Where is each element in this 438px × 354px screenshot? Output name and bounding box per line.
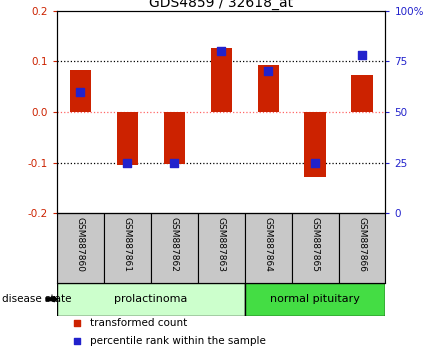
Point: [124, 160, 131, 165]
Text: percentile rank within the sample: percentile rank within the sample: [90, 336, 266, 346]
Bar: [245, 213, 292, 283]
Point: [358, 52, 365, 58]
Point: [171, 160, 178, 165]
Bar: [258, 65, 279, 112]
Text: GSM887866: GSM887866: [357, 217, 367, 272]
Bar: [245, 283, 385, 316]
Bar: [304, 112, 325, 177]
Text: GSM887865: GSM887865: [311, 217, 320, 272]
Text: normal pituitary: normal pituitary: [270, 294, 360, 304]
Text: prolactinoma: prolactinoma: [114, 294, 187, 304]
Text: GSM887863: GSM887863: [217, 217, 226, 272]
Bar: [164, 112, 185, 164]
Text: disease state: disease state: [2, 294, 72, 304]
Text: GSM887862: GSM887862: [170, 217, 179, 272]
Point: [218, 48, 225, 54]
Bar: [57, 213, 104, 283]
Bar: [104, 213, 151, 283]
Text: GSM887860: GSM887860: [76, 217, 85, 272]
Bar: [292, 213, 339, 283]
Bar: [339, 213, 385, 283]
Bar: [70, 70, 91, 112]
Text: GSM887864: GSM887864: [264, 217, 272, 272]
Bar: [351, 75, 373, 112]
Bar: [211, 47, 232, 112]
Title: GDS4859 / 32618_at: GDS4859 / 32618_at: [149, 0, 293, 10]
Text: transformed count: transformed count: [90, 318, 187, 327]
Bar: [57, 283, 245, 316]
Point: [77, 89, 84, 95]
Text: GSM887861: GSM887861: [123, 217, 132, 272]
Point: [265, 69, 272, 74]
Bar: [198, 213, 245, 283]
Point: [73, 320, 80, 325]
Bar: [151, 213, 198, 283]
Bar: [117, 112, 138, 165]
Point: [311, 160, 318, 165]
Point: [73, 338, 80, 343]
